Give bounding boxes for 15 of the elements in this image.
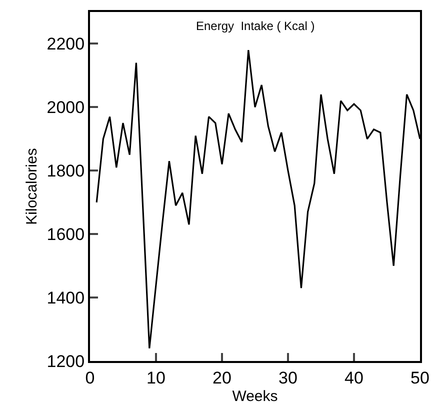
y-tick-label: 1600: [46, 225, 85, 244]
y-tick-label: 1200: [46, 352, 85, 371]
x-tick-label: 40: [344, 368, 364, 388]
x-tick-label: 10: [146, 368, 166, 388]
y-tick-label: 2200: [46, 34, 85, 54]
y-axis-title: Kilocalories: [24, 148, 41, 225]
y-tick-label: 1800: [46, 162, 85, 181]
y-tick-label: 1400: [46, 288, 85, 308]
x-axis-title: Weeks: [232, 388, 278, 405]
x-tick-label: 50: [410, 368, 430, 388]
y-tick-label: 2000: [46, 98, 85, 118]
annotation: Energy Intake ( Kcal ): [196, 19, 315, 33]
x-tick-label: 30: [278, 368, 298, 388]
x-tick-label: 0: [85, 368, 95, 388]
x-tick-label: 20: [212, 368, 232, 388]
